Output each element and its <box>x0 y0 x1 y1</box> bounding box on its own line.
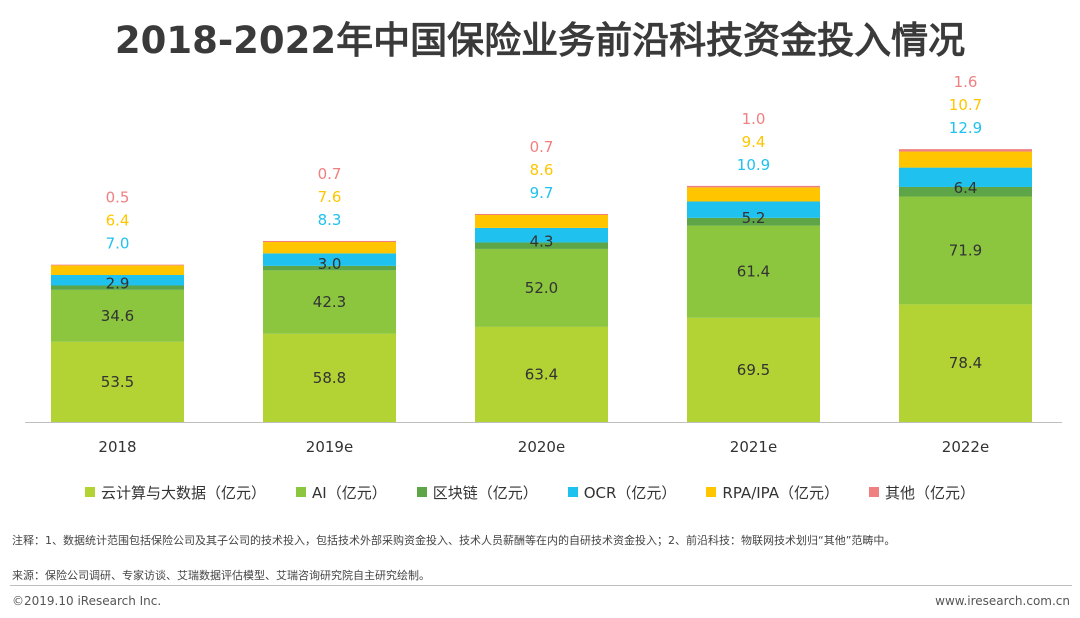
x-tick-label-2021e: 2021e <box>730 438 777 456</box>
legend-swatch-ai <box>296 487 307 497</box>
bar-2020e-series-4 <box>475 215 608 228</box>
data-label-2018-inside-2: 2.9 <box>106 275 130 293</box>
x-tick-label-2018: 2018 <box>98 438 136 456</box>
bar-2022e-series-4 <box>899 151 1032 168</box>
data-label-2019e-inside-0: 58.8 <box>313 369 346 387</box>
bar-2021e-series-0 <box>687 317 820 422</box>
bar-2019e-series-2 <box>263 265 396 271</box>
legend-label-rpa: RPA/IPA（亿元） <box>722 483 840 502</box>
bar-2020e-series-1 <box>475 248 608 327</box>
website-link[interactable]: www.iresearch.com.cn <box>935 594 1070 608</box>
bar-2021e-series-1 <box>687 225 820 318</box>
legend-label-blockchain: 区块链（亿元） <box>432 483 538 502</box>
data-label-2022e-above-2: 1.6 <box>954 73 978 91</box>
data-label-2018-above-0: 7.0 <box>106 235 130 253</box>
data-label-2021e-above-1: 9.4 <box>742 133 766 151</box>
data-label-2022e-inside-1: 71.9 <box>949 241 982 259</box>
bar-2020e-series-3 <box>475 227 608 243</box>
data-label-2021e-inside-1: 61.4 <box>737 263 770 281</box>
legend-label-ai: AI（亿元） <box>312 483 387 502</box>
data-label-2019e-inside-2: 3.0 <box>318 255 342 273</box>
bar-2021e-series-3 <box>687 201 820 218</box>
bar-2020e-series-0 <box>475 326 608 422</box>
data-label-2020e-above-2: 0.7 <box>530 138 554 156</box>
legend-swatch-cloud <box>85 487 95 497</box>
copyright: ©2019.10 iResearch Inc. <box>12 594 162 608</box>
data-label-2019e-above-1: 7.6 <box>318 188 342 206</box>
x-tick-label-2020e: 2020e <box>518 438 565 456</box>
bar-2018-series-5 <box>51 264 184 266</box>
bar-2022e-series-5 <box>899 149 1032 152</box>
data-label-2019e-above-0: 8.3 <box>318 211 342 229</box>
data-label-2018-inside-1: 34.6 <box>101 307 134 325</box>
footnote: 注释：1、数据统计范围包括保险公司及其子公司的技术投入，包括技术外部采购资金投入… <box>12 534 896 547</box>
legend-label-ocr: OCR（亿元） <box>583 483 677 502</box>
legend-item-rpa[interactable]: RPA/IPA（亿元） <box>706 482 839 503</box>
footer-divider <box>10 585 1072 586</box>
data-label-2020e-above-0: 9.7 <box>530 184 554 202</box>
data-label-2021e-inside-2: 5.2 <box>742 209 766 227</box>
data-label-2019e-inside-1: 42.3 <box>313 293 346 311</box>
x-tick-label-2019e: 2019e <box>306 438 353 456</box>
bar-2018-series-3 <box>51 275 184 286</box>
data-label-2021e-inside-0: 69.5 <box>737 361 770 379</box>
data-label-2018-above-2: 0.5 <box>106 189 130 207</box>
legend-label-cloud: 云计算与大数据（亿元） <box>101 483 267 502</box>
bar-2019e-series-1 <box>263 270 396 334</box>
chart-legend: 云计算与大数据（亿元） AI（亿元） 区块链（亿元） OCR（亿元） RPA/I… <box>85 481 1005 503</box>
data-label-2021e-above-0: 10.9 <box>737 156 770 174</box>
data-label-2019e-above-2: 0.7 <box>318 165 342 183</box>
chart-title: 2018-2022年中国保险业务前沿科技资金投入情况 <box>114 19 966 62</box>
legend-label-other: 其他（亿元） <box>885 483 976 502</box>
bar-2021e-series-2 <box>687 217 820 226</box>
bar-2020e-series-5 <box>475 213 608 215</box>
bar-2021e-series-4 <box>687 187 820 202</box>
bar-2019e-series-3 <box>263 253 396 266</box>
legend-item-blockchain[interactable]: 区块链（亿元） <box>416 482 538 503</box>
data-label-2022e-above-1: 10.7 <box>949 96 982 114</box>
bar-2022e-series-3 <box>899 167 1032 187</box>
legend-item-ocr[interactable]: OCR（亿元） <box>567 482 677 503</box>
bar-2019e-series-0 <box>263 333 396 422</box>
bar-2019e-series-5 <box>263 240 396 242</box>
bar-2022e-series-1 <box>899 196 1032 305</box>
data-label-2022e-above-0: 12.9 <box>949 119 982 137</box>
bar-2018-series-2 <box>51 285 184 290</box>
data-label-2022e-inside-0: 78.4 <box>949 354 982 372</box>
source-note: 来源：保险公司调研、专家访谈、艾瑞数据评估模型、艾瑞咨询研究院自主研究绘制。 <box>12 569 430 582</box>
legend-item-cloud[interactable]: 云计算与大数据（亿元） <box>85 482 266 503</box>
data-label-2021e-above-2: 1.0 <box>742 110 766 128</box>
legend-swatch-rpa <box>706 487 717 497</box>
bar-2019e-series-4 <box>263 242 396 254</box>
bar-2022e-series-0 <box>899 304 1032 422</box>
bar-2018-series-1 <box>51 289 184 342</box>
x-tick-label-2022e: 2022e <box>942 438 989 456</box>
data-label-2020e-above-1: 8.6 <box>530 161 554 179</box>
legend-item-ai[interactable]: AI（亿元） <box>296 482 387 503</box>
legend-swatch-other <box>869 487 880 497</box>
legend-item-other[interactable]: 其他（亿元） <box>869 482 975 503</box>
data-label-2020e-inside-1: 52.0 <box>525 279 558 297</box>
data-label-2020e-inside-2: 4.3 <box>530 233 554 251</box>
bar-2018-series-0 <box>51 341 184 422</box>
data-label-2018-inside-0: 53.5 <box>101 373 134 391</box>
stacked-bar-chart: 53.5 34.6 2.9 7.0 6.4 0.5 2018 58.8 42.3 3.0 8.3 7.… <box>25 73 1062 456</box>
legend-swatch-blockchain <box>416 487 427 497</box>
bar-2021e-series-5 <box>687 185 820 188</box>
bar-2022e-series-2 <box>899 186 1032 197</box>
data-label-2022e-inside-2: 6.4 <box>954 179 978 197</box>
bar-2018-series-4 <box>51 265 184 275</box>
legend-swatch-ocr <box>567 487 578 497</box>
bar-2020e-series-2 <box>475 242 608 249</box>
data-label-2018-above-1: 6.4 <box>106 212 130 230</box>
data-label-2020e-inside-0: 63.4 <box>525 365 558 383</box>
